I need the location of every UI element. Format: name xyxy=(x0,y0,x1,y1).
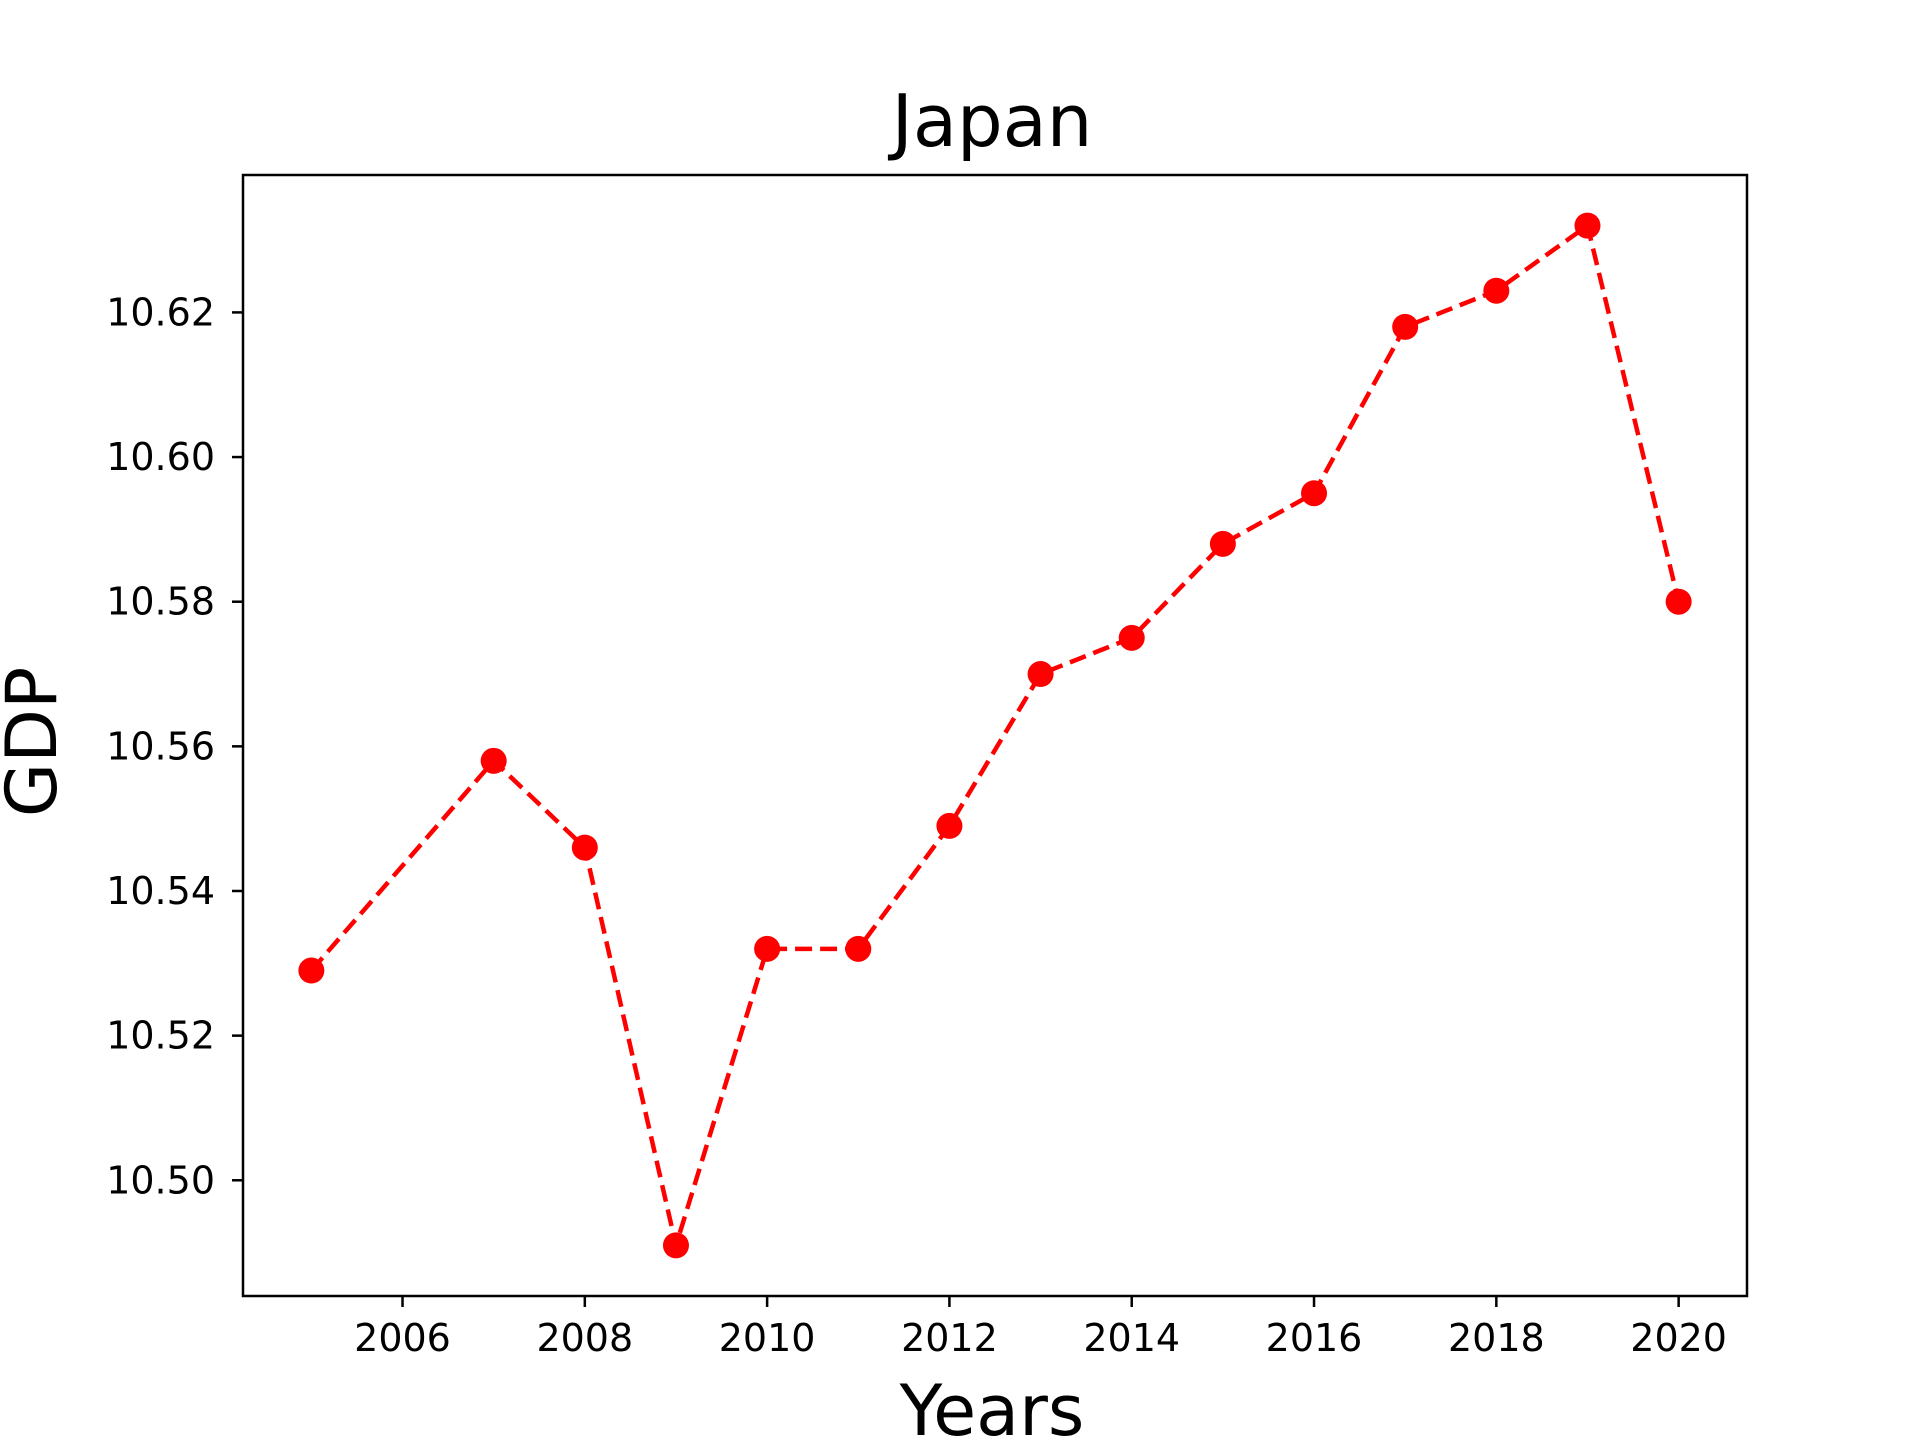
x-tick-label: 2016 xyxy=(1266,1316,1363,1360)
y-tick-label: 10.58 xyxy=(106,580,215,624)
x-tick-label: 2010 xyxy=(719,1316,816,1360)
x-tick-label: 2014 xyxy=(1083,1316,1180,1360)
plot-area xyxy=(298,212,1692,1259)
data-point xyxy=(480,747,507,774)
x-axis-title: Years xyxy=(899,1370,1085,1440)
data-point xyxy=(936,812,963,839)
series-line xyxy=(309,223,1681,1248)
data-point xyxy=(298,957,325,984)
y-tick-label: 10.62 xyxy=(106,290,215,334)
data-point xyxy=(1574,212,1601,239)
y-tick-label: 10.60 xyxy=(106,435,215,479)
y-tick-label: 10.50 xyxy=(106,1158,215,1202)
plot-frame xyxy=(241,173,1749,1298)
data-point xyxy=(845,935,872,962)
data-point xyxy=(1209,530,1236,557)
data-point xyxy=(1483,277,1510,304)
data-point xyxy=(1118,624,1145,651)
data-point xyxy=(571,834,598,861)
x-tick-label: 2020 xyxy=(1630,1316,1727,1360)
y-tick-label: 10.54 xyxy=(106,869,215,913)
data-point xyxy=(1301,480,1328,507)
y-axis-title: GDP xyxy=(0,667,73,817)
y-axis-ticks: 10.50 10.52 10.54 10.56 10.58 10.60 10.62 xyxy=(106,290,243,1202)
y-tick-label: 10.52 xyxy=(106,1014,215,1058)
x-axis-ticks: 2006 2008 2010 2012 2014 2016 2018 2020 xyxy=(354,1296,1727,1360)
data-point xyxy=(1665,588,1692,615)
x-tick-label: 2018 xyxy=(1448,1316,1545,1360)
data-point xyxy=(662,1232,689,1259)
x-tick-label: 2012 xyxy=(901,1316,998,1360)
y-tick-label: 10.56 xyxy=(106,724,215,768)
x-tick-label: 2006 xyxy=(354,1316,451,1360)
x-tick-label: 2008 xyxy=(536,1316,633,1360)
chart-title: Japan xyxy=(888,79,1093,163)
data-point xyxy=(754,935,781,962)
data-point xyxy=(1027,661,1054,688)
data-point xyxy=(1392,313,1419,340)
